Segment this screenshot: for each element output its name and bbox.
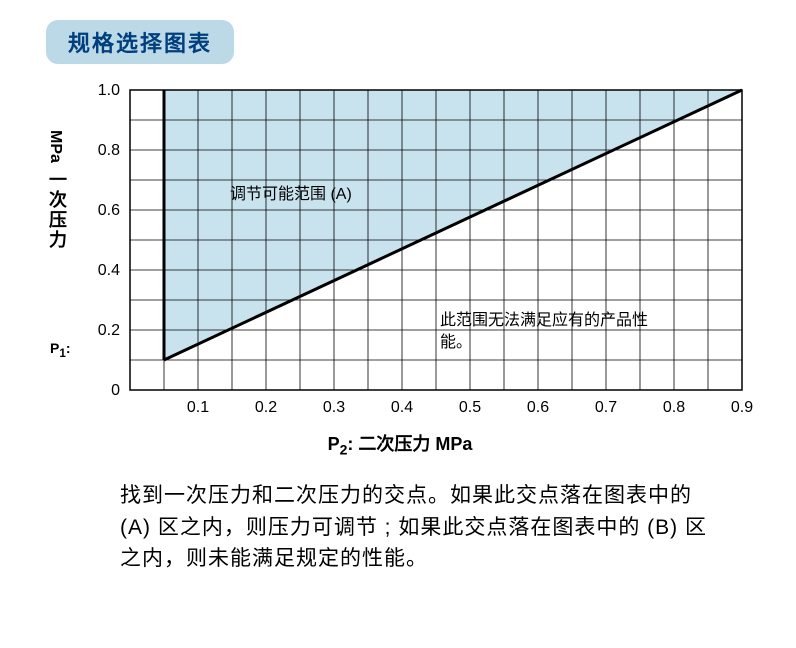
svg-text:0.2: 0.2 xyxy=(98,322,120,339)
svg-text:0.1: 0.1 xyxy=(187,399,209,416)
y-axis-text: 一次压力 xyxy=(44,170,70,250)
svg-text:0.8: 0.8 xyxy=(98,142,120,159)
region-b-label: 此范围无法满足应有的产品性能。 xyxy=(440,310,670,355)
region-a-label: 调节可能范围 (A) xyxy=(230,180,352,204)
svg-text:0.7: 0.7 xyxy=(595,399,617,416)
svg-text:0.4: 0.4 xyxy=(391,399,413,416)
svg-text:0.8: 0.8 xyxy=(663,399,685,416)
svg-text:0.2: 0.2 xyxy=(255,399,277,416)
svg-text:0.3: 0.3 xyxy=(323,399,345,416)
title-text: 规格选择图表 xyxy=(68,31,212,56)
description-text: 找到一次压力和二次压力的交点。如果此交点落在图表中的 (A) 区之内，则压力可调… xyxy=(120,480,720,575)
chart-container: MPa 一次压力 P1: 0 0.2 0.4 0.6 0.8 1.0 0.1 0.2 0.3 0.… xyxy=(40,80,760,450)
svg-text:0: 0 xyxy=(111,382,120,399)
svg-text:1.0: 1.0 xyxy=(98,82,120,99)
svg-text:0.4: 0.4 xyxy=(98,262,120,279)
y-axis-unit: MPa xyxy=(46,130,64,163)
svg-text:0.6: 0.6 xyxy=(527,399,549,416)
x-axis-label: P2: 二次压力 MPa xyxy=(40,430,760,458)
y-axis-prefix: P1: xyxy=(50,340,71,360)
x-axis-prefix: P xyxy=(328,434,340,454)
title-badge: 规格选择图表 xyxy=(46,20,234,64)
svg-text:0.9: 0.9 xyxy=(731,399,753,416)
y-axis-label: MPa 一次压力 P1: xyxy=(40,130,70,390)
chart-svg: 0 0.2 0.4 0.6 0.8 1.0 0.1 0.2 0.3 0.4 0.5 0.6 0.7 0.8… xyxy=(40,80,760,430)
svg-text:0.5: 0.5 xyxy=(459,399,481,416)
x-axis-text: 二次压力 xyxy=(358,434,430,454)
svg-text:0.6: 0.6 xyxy=(98,202,120,219)
x-axis-unit: MPa xyxy=(435,434,472,454)
